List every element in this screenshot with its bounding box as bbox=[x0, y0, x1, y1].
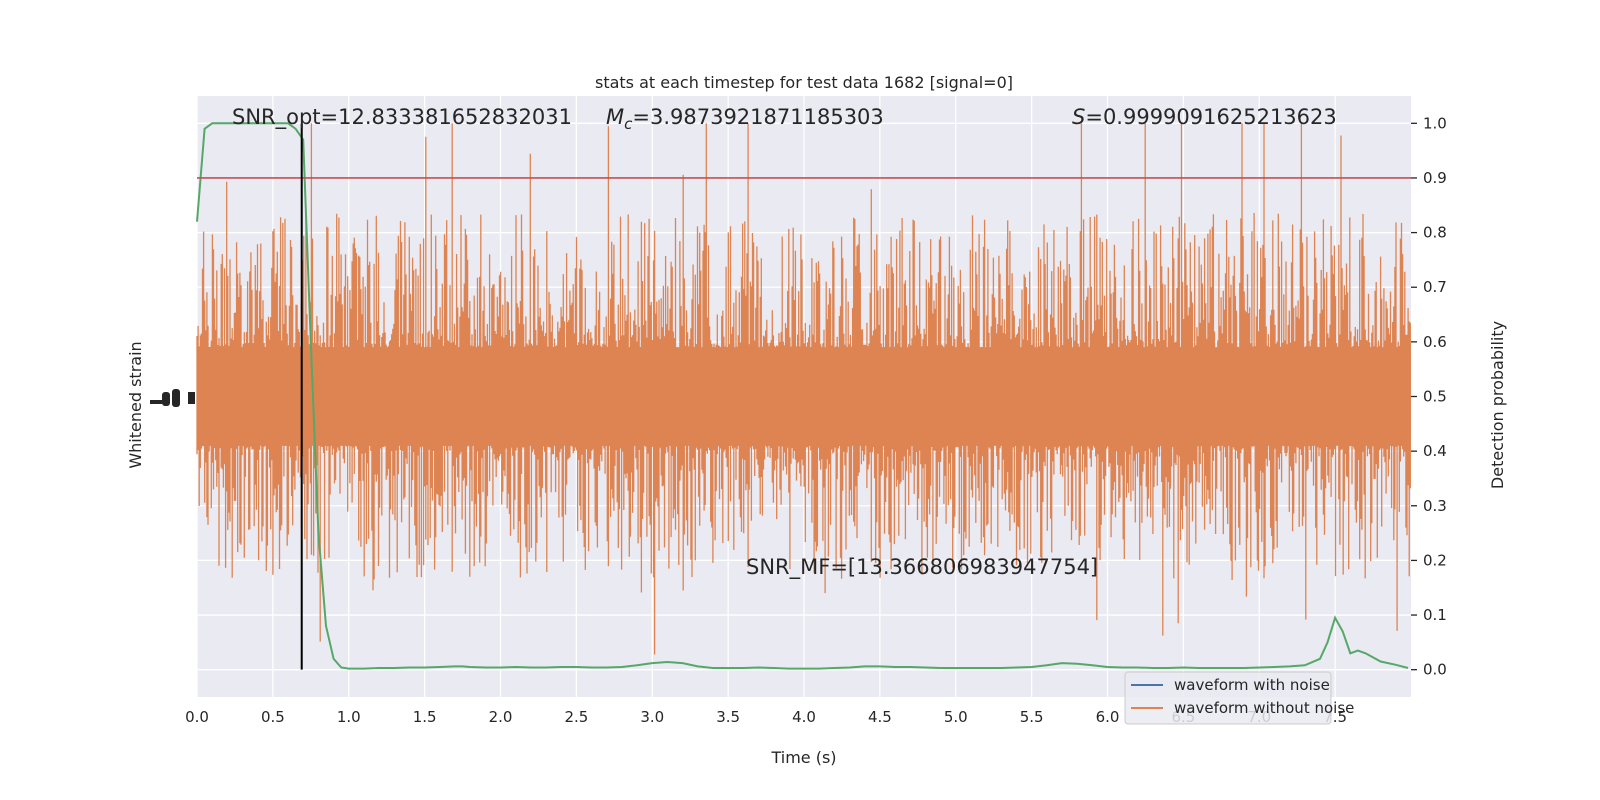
right-tick-label-4: 0.4 bbox=[1423, 442, 1447, 460]
right-tick-label-0: 0.0 bbox=[1423, 661, 1447, 679]
x-axis-label: Time (s) bbox=[770, 748, 836, 767]
legend-box bbox=[1124, 671, 1332, 725]
right-axis-ticks: 0.0 0.1 0.2 0.3 0.4 0.5 0.6 0.7 0.8 0.9 1.0 bbox=[1411, 114, 1447, 679]
x-tick-label-6: 3.0 bbox=[640, 708, 664, 726]
right-tick-label-5: 0.5 bbox=[1423, 388, 1447, 406]
x-tick-label-5: 2.5 bbox=[564, 708, 588, 726]
waveform-upper-spikes bbox=[196, 123, 1411, 397]
x-tick-label-7: 3.5 bbox=[716, 708, 740, 726]
x-tick-label-1: 0.5 bbox=[261, 708, 285, 726]
x-tick-label-4: 2.0 bbox=[489, 708, 513, 726]
right-tick-label-10: 1.0 bbox=[1423, 114, 1447, 132]
right-tick-label-7: 0.7 bbox=[1423, 278, 1447, 296]
left-axis-ticks bbox=[150, 389, 195, 407]
x-tick-label-12: 6.0 bbox=[1096, 708, 1120, 726]
x-tick-label-9: 4.5 bbox=[868, 708, 892, 726]
x-tick-label-11: 5.5 bbox=[1020, 708, 1044, 726]
right-tick-label-6: 0.6 bbox=[1423, 333, 1447, 351]
snr-mf-annotation: SNR_MF=[13.366806983947754] bbox=[746, 555, 1098, 580]
x-tick-label-2: 1.0 bbox=[337, 708, 361, 726]
waveform-lower-spikes bbox=[196, 396, 1411, 655]
left-axis-label: Whitened strain bbox=[126, 341, 145, 468]
chart-title: stats at each timestep for test data 168… bbox=[595, 73, 1013, 92]
waveform-without-noise-spikes bbox=[196, 123, 1411, 655]
legend-label-without-noise: waveform without noise bbox=[1174, 699, 1354, 717]
s-annotation: S=0.9999091625213623 bbox=[1072, 105, 1337, 129]
detection-probability-line bbox=[196, 122, 1409, 670]
right-tick-label-3: 0.3 bbox=[1423, 497, 1447, 515]
right-tick-label-8: 0.8 bbox=[1423, 224, 1447, 242]
right-tick-label-2: 0.2 bbox=[1423, 551, 1447, 569]
right-tick-label-1: 0.1 bbox=[1423, 606, 1447, 624]
right-tick-label-9: 0.9 bbox=[1423, 169, 1447, 187]
x-tick-label-10: 5.0 bbox=[944, 708, 968, 726]
chirp-mass-annotation: Mc=3.9873921871185303 bbox=[606, 105, 884, 133]
x-tick-label-8: 4.0 bbox=[792, 708, 816, 726]
right-axis-label: Detection probability bbox=[1488, 321, 1507, 489]
snr-opt-annotation: SNR_opt=12.833381652832031 bbox=[232, 105, 572, 130]
legend: waveform with noise waveform without noi… bbox=[1124, 671, 1354, 725]
legend-label-with-noise: waveform with noise bbox=[1174, 676, 1330, 694]
x-tick-label-0: 0.0 bbox=[185, 708, 209, 726]
x-tick-label-3: 1.5 bbox=[413, 708, 437, 726]
